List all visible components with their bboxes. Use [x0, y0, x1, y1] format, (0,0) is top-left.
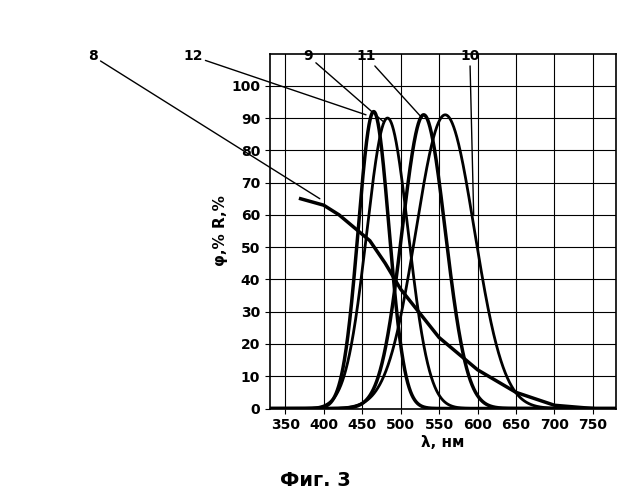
Text: Фиг. 3: Фиг. 3: [280, 471, 351, 490]
Text: 9: 9: [304, 49, 383, 122]
Y-axis label: φ,% R,%: φ,% R,%: [213, 196, 228, 266]
X-axis label: λ, нм: λ, нм: [422, 435, 464, 450]
Text: 10: 10: [460, 49, 480, 215]
Text: 12: 12: [183, 49, 366, 115]
Text: 11: 11: [357, 49, 422, 118]
Text: 8: 8: [88, 49, 320, 199]
